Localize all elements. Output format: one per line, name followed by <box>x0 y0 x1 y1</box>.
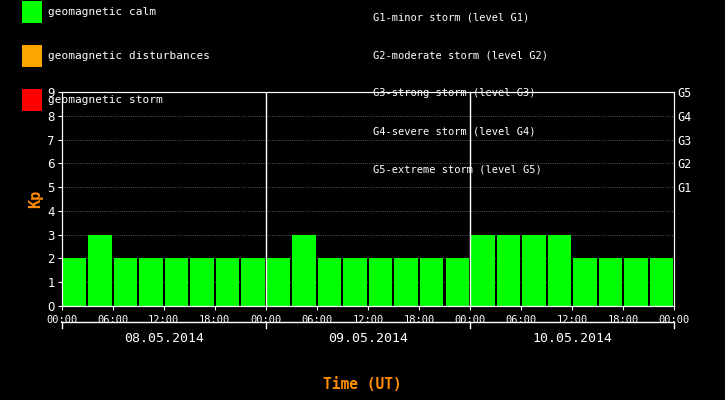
Text: G5-extreme storm (level G5): G5-extreme storm (level G5) <box>373 164 542 174</box>
Bar <box>114 258 137 306</box>
Text: 09.05.2014: 09.05.2014 <box>328 332 408 345</box>
Bar <box>318 258 341 306</box>
Bar <box>497 235 520 306</box>
Text: Time (UT): Time (UT) <box>323 377 402 392</box>
Text: geomagnetic disturbances: geomagnetic disturbances <box>48 51 210 61</box>
Text: 10.05.2014: 10.05.2014 <box>532 332 612 345</box>
Bar <box>292 235 316 306</box>
Bar <box>190 258 214 306</box>
Bar <box>394 258 418 306</box>
Bar <box>650 258 674 306</box>
Bar <box>241 258 265 306</box>
Bar <box>446 258 469 306</box>
Text: G4-severe storm (level G4): G4-severe storm (level G4) <box>373 126 536 136</box>
Text: geomagnetic storm: geomagnetic storm <box>48 95 162 105</box>
Bar <box>62 258 86 306</box>
Bar <box>344 258 367 306</box>
Bar <box>471 235 494 306</box>
Text: G1-minor storm (level G1): G1-minor storm (level G1) <box>373 12 530 22</box>
Bar <box>139 258 162 306</box>
Text: G3-strong storm (level G3): G3-strong storm (level G3) <box>373 88 536 98</box>
Bar <box>624 258 647 306</box>
Bar <box>165 258 189 306</box>
Bar <box>88 235 112 306</box>
Bar <box>573 258 597 306</box>
Text: geomagnetic calm: geomagnetic calm <box>48 7 156 17</box>
Bar <box>599 258 622 306</box>
Bar <box>547 235 571 306</box>
Bar <box>369 258 392 306</box>
Y-axis label: Kp: Kp <box>28 190 43 208</box>
Text: G2-moderate storm (level G2): G2-moderate storm (level G2) <box>373 50 548 60</box>
Bar <box>420 258 444 306</box>
Text: 08.05.2014: 08.05.2014 <box>124 332 204 345</box>
Bar <box>216 258 239 306</box>
Bar <box>267 258 290 306</box>
Bar <box>522 235 546 306</box>
